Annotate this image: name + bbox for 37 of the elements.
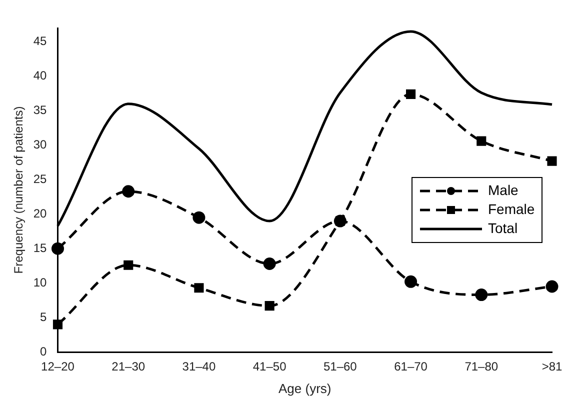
- legend-label: Total: [488, 220, 518, 236]
- x-tick-label: 71–80: [464, 360, 498, 374]
- point: [192, 211, 206, 224]
- point: [404, 275, 418, 288]
- y-tick-label: 35: [33, 103, 48, 118]
- point: [263, 258, 276, 270]
- y-tick-label: 10: [33, 275, 48, 290]
- point: [475, 288, 488, 302]
- point: [122, 185, 135, 198]
- y-tick-label: 15: [33, 240, 48, 255]
- y-tick-label: 5: [40, 310, 48, 324]
- point: [52, 242, 64, 255]
- y-tick-label: 45: [33, 34, 48, 48]
- x-tick-label: 12–20: [41, 360, 75, 374]
- point: [194, 283, 204, 293]
- x-tick-label: 41–50: [252, 360, 287, 374]
- y-axis-title: Frequency (number of patients): [12, 106, 26, 274]
- x-axis-title: Age (yrs): [278, 380, 332, 396]
- y-tick-label: 40: [33, 68, 48, 83]
- y-tick-label: 30: [33, 138, 48, 152]
- legend-label: Male: [488, 182, 519, 198]
- point: [124, 260, 134, 270]
- x-tick-label: >81: [542, 360, 562, 374]
- x-tick-label: 61–70: [394, 360, 428, 374]
- point: [264, 301, 274, 311]
- x-tick-label: 31–40: [182, 360, 216, 374]
- point: [547, 156, 557, 166]
- y-tick-label: 0: [40, 344, 48, 358]
- point: [476, 136, 486, 146]
- point: [52, 320, 63, 330]
- y-tick-label: 20: [33, 206, 48, 220]
- point: [546, 280, 558, 293]
- y-tick-label: 25: [33, 172, 48, 186]
- x-tick-label: 21–30: [112, 360, 146, 374]
- x-tick-label: 51–60: [323, 360, 358, 374]
- legend-label: Female: [488, 200, 535, 217]
- point: [406, 89, 416, 99]
